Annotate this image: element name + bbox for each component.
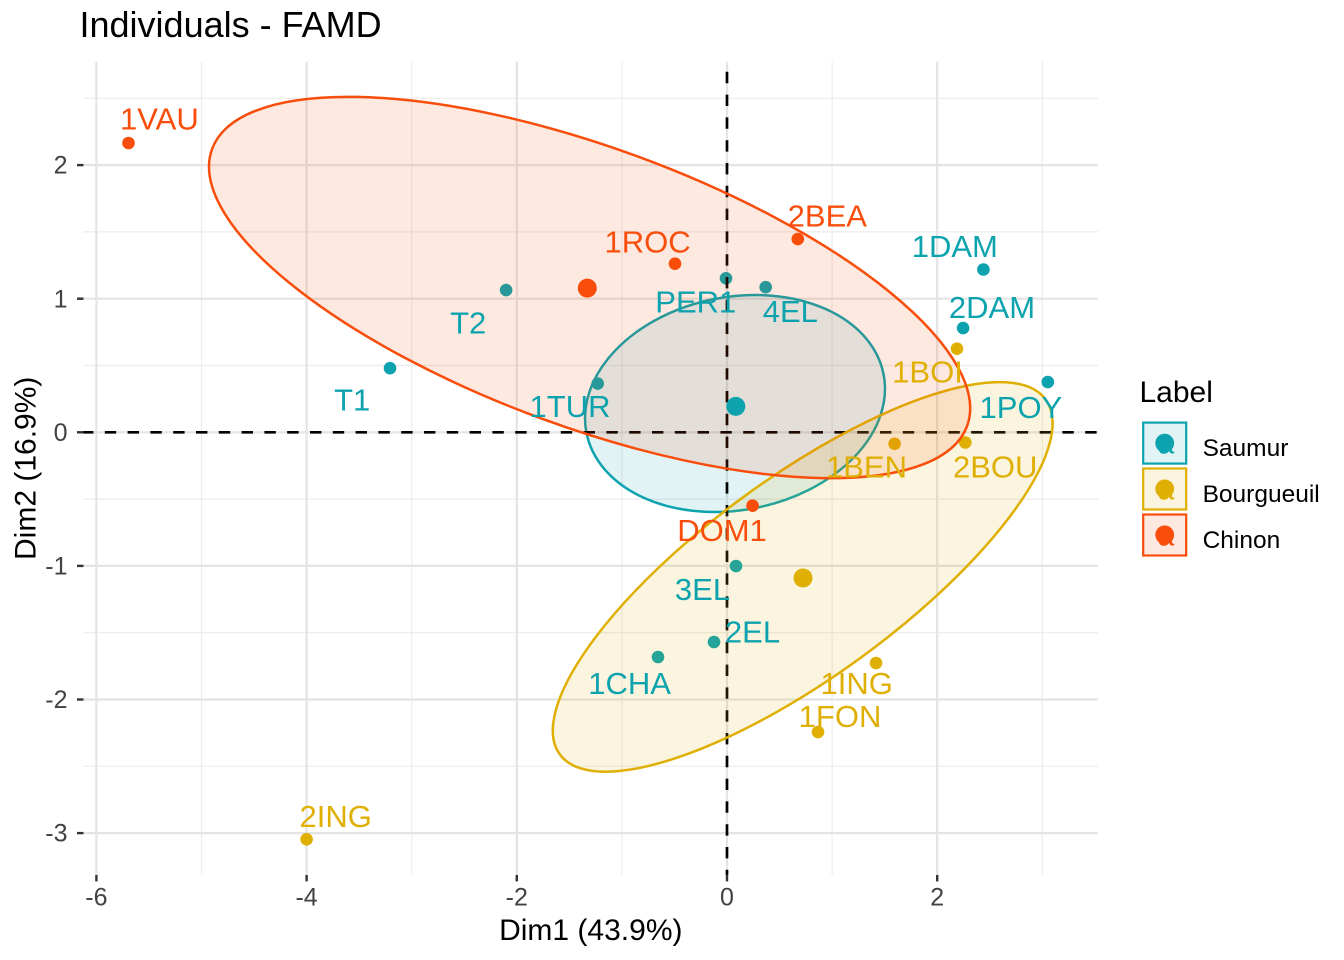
svg-text:2: 2: [54, 152, 68, 180]
svg-text:Individuals - FAMD: Individuals - FAMD: [80, 4, 382, 45]
svg-text:Dim2 (16.9%): Dim2 (16.9%): [10, 377, 43, 560]
svg-text:1BEN: 1BEN: [826, 450, 907, 485]
svg-text:1POY: 1POY: [980, 390, 1063, 425]
svg-text:-2: -2: [45, 686, 67, 714]
svg-text:-4: -4: [295, 884, 317, 912]
svg-text:-6: -6: [85, 884, 107, 912]
svg-text:1VAU: 1VAU: [120, 101, 199, 136]
svg-text:-3: -3: [45, 820, 67, 848]
svg-text:1DAM: 1DAM: [912, 229, 998, 264]
svg-text:2: 2: [930, 884, 944, 912]
svg-text:DOM1: DOM1: [677, 513, 767, 548]
svg-text:2DAM: 2DAM: [949, 290, 1035, 325]
svg-text:1ING: 1ING: [821, 666, 893, 701]
svg-text:T2: T2: [450, 305, 486, 340]
svg-text:1ROC: 1ROC: [605, 225, 691, 260]
svg-text:-1: -1: [45, 553, 67, 581]
svg-text:1: 1: [54, 285, 68, 313]
svg-text:Bourgueuil: Bourgueuil: [1203, 481, 1320, 508]
svg-text:Dim1 (43.9%): Dim1 (43.9%): [499, 914, 682, 947]
svg-text:3EL: 3EL: [675, 572, 730, 607]
svg-text:Saumur: Saumur: [1203, 435, 1289, 462]
svg-text:2BEA: 2BEA: [788, 199, 868, 234]
svg-text:2BOU: 2BOU: [953, 450, 1037, 485]
svg-text:T1: T1: [334, 383, 370, 418]
svg-text:Label: Label: [1140, 376, 1213, 409]
svg-text:Chinon: Chinon: [1203, 527, 1281, 554]
svg-text:1FON: 1FON: [799, 699, 882, 734]
svg-text:0: 0: [54, 419, 68, 447]
svg-text:1CHA: 1CHA: [588, 666, 671, 701]
svg-text:2ING: 2ING: [300, 799, 372, 834]
svg-text:4EL: 4EL: [763, 294, 818, 329]
svg-text:1TUR: 1TUR: [530, 389, 611, 424]
svg-text:-2: -2: [506, 884, 528, 912]
svg-text:2EL: 2EL: [725, 615, 780, 650]
svg-text:0: 0: [720, 884, 734, 912]
svg-text:1BOI: 1BOI: [892, 355, 963, 390]
svg-text:PER1: PER1: [655, 284, 736, 319]
